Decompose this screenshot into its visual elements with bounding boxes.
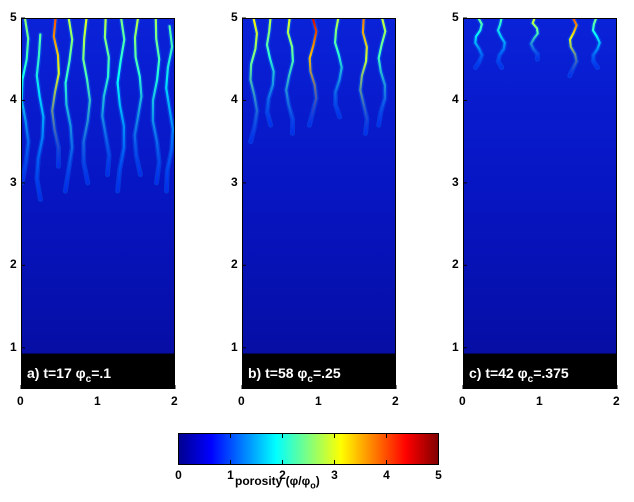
ytick-label-c-3: 3 (452, 174, 459, 189)
colorbar-label: porosity (φ/φo) (235, 474, 320, 491)
xtick-label-b-0: 0 (238, 394, 245, 408)
channel-b-1 (249, 18, 259, 143)
ytick-label-c-2: 2 (452, 257, 459, 272)
xtick-label-a-2: 2 (171, 394, 178, 408)
ytick-label-b-5: 5 (231, 10, 238, 24)
ytick-label-a-3: 3 (10, 174, 17, 189)
panel-c: c) t=42 φc=.375 (463, 18, 617, 389)
ytick-label-a-4: 4 (10, 92, 17, 107)
ytick-label-b-4: 4 (231, 92, 238, 107)
panel-b: b) t=58 φc=.25 (242, 18, 396, 389)
colorbar-tick-label-3: 3 (331, 468, 338, 482)
channel-a-5 (82, 18, 92, 184)
colorbar-tick-label-5: 5 (435, 468, 442, 482)
channel-b-5 (333, 18, 343, 118)
porosity-field-a (21, 18, 175, 389)
colorbar-tick-label-1: 1 (227, 468, 234, 482)
ytick-label-a-1: 1 (10, 339, 17, 354)
channel-b-4 (308, 18, 318, 127)
channel-a-3 (51, 18, 60, 168)
ytick-label-a-2: 2 (10, 257, 17, 272)
ytick-label-b-1: 1 (231, 339, 238, 354)
xtick-label-c-1: 1 (536, 394, 543, 408)
colorbar-tick-label-2: 2 (279, 468, 286, 482)
panel-b-label: b) t=58 φc=.25 (248, 365, 341, 385)
channel-b-7 (377, 18, 387, 127)
ytick-label-c-1: 1 (452, 339, 459, 354)
channel-c-4 (568, 18, 578, 77)
channel-c-5 (591, 18, 601, 69)
channel-c-3 (529, 18, 539, 61)
ytick-label-c-5: 5 (452, 10, 459, 24)
channel-a-4 (64, 18, 74, 193)
panel-a-label: a) t=17 φc=.1 (27, 365, 112, 385)
ytick-label-c-4: 4 (452, 92, 459, 107)
panel-a: a) t=17 φc=.1 (21, 18, 175, 389)
xtick-label-a-1: 1 (94, 394, 101, 408)
xtick-label-c-2: 2 (613, 394, 620, 408)
background-b (242, 18, 396, 389)
bottom-boundary-a (21, 353, 175, 389)
bottom-boundary-b (242, 353, 396, 389)
colorbar (178, 433, 439, 465)
porosity-field-c (463, 18, 617, 389)
channel-c-2 (496, 18, 506, 69)
channel-a-6 (101, 18, 111, 176)
xtick-label-b-2: 2 (392, 394, 399, 408)
colorbar-gradient (178, 433, 439, 465)
channel-a-9 (151, 18, 161, 184)
channel-c-1 (474, 18, 484, 69)
channel-b-3 (285, 18, 295, 135)
frame-c (463, 18, 617, 389)
panel-c-label: c) t=42 φc=.375 (469, 365, 569, 385)
ytick-label-b-2: 2 (231, 257, 238, 272)
ytick-label-a-5: 5 (10, 10, 17, 24)
xtick-label-b-1: 1 (315, 394, 322, 408)
channel-a-8 (133, 18, 143, 176)
channel-a-2 (35, 33, 45, 201)
colorbar-tick-label-0: 0 (175, 468, 182, 482)
channel-b-2 (265, 18, 275, 127)
colorbar-tick-label-4: 4 (383, 468, 390, 482)
xtick-label-c-0: 0 (459, 394, 466, 408)
channel-b-6 (359, 18, 369, 135)
background-c (463, 18, 617, 389)
channel-a-7 (116, 18, 126, 193)
ytick-label-b-3: 3 (231, 174, 238, 189)
frame-b (242, 18, 396, 389)
channel-a-10 (165, 25, 175, 193)
background-a (21, 18, 175, 389)
bottom-boundary-c (463, 353, 617, 389)
xtick-label-a-0: 0 (17, 394, 24, 408)
porosity-field-b (242, 18, 396, 389)
frame-a (21, 18, 175, 389)
